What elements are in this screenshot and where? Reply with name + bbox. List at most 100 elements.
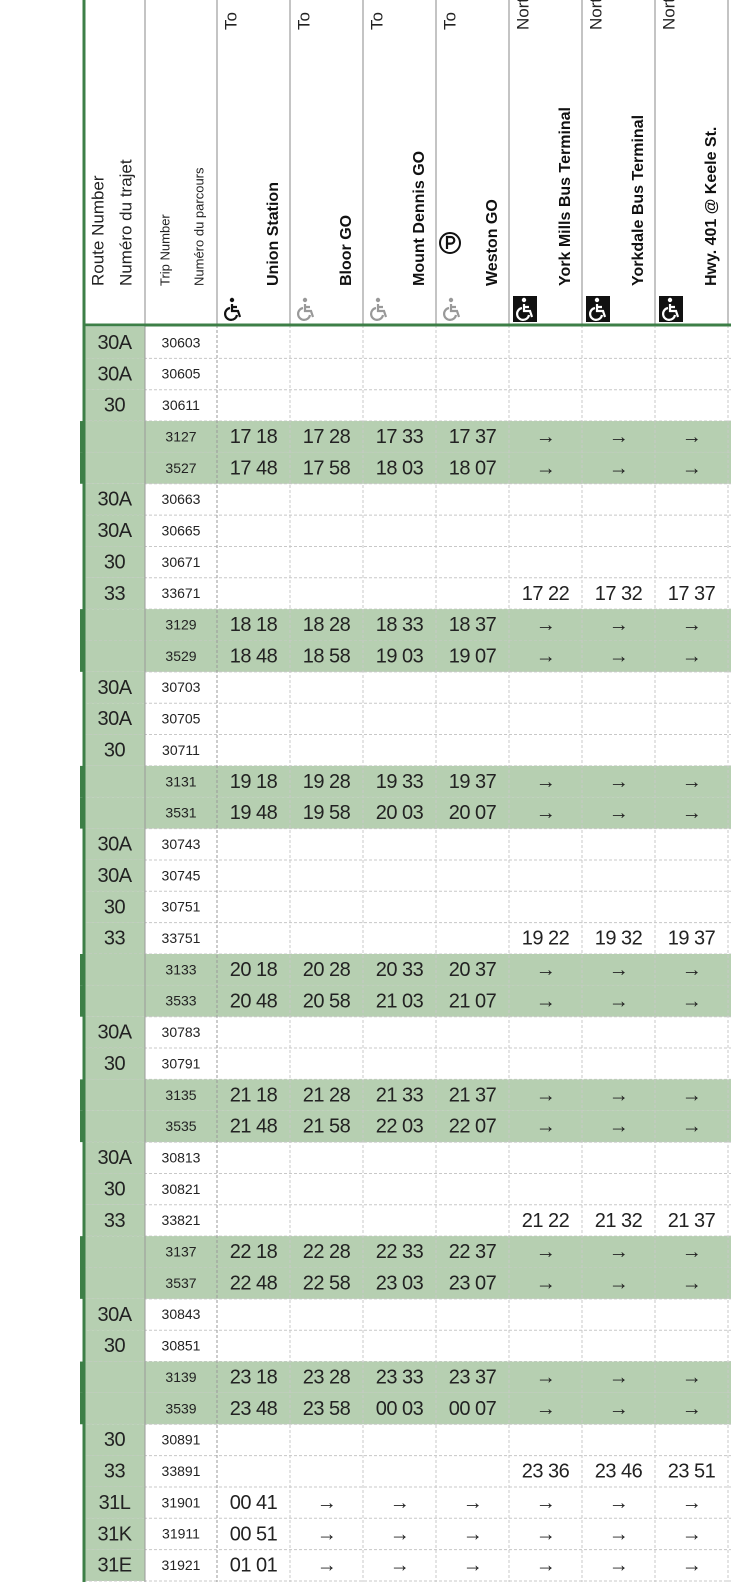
icon-body [297,304,315,321]
route-number: 30A [97,1147,132,1169]
time: → [536,771,556,793]
icon-head [594,297,600,303]
time: 18 48 [230,645,278,667]
time: → [682,1084,702,1106]
parking-icon [439,232,461,254]
trip-label: Trip Number [157,214,172,286]
time: → [682,771,702,793]
time: → [317,1523,337,1545]
time: 21 32 [595,1210,643,1232]
time: → [536,990,556,1012]
time: 19 58 [303,802,351,824]
shaded-row [84,609,731,641]
route-cell [84,1298,145,1331]
time: → [609,1367,629,1389]
time: 20 07 [449,802,497,824]
accessible-icon [297,297,315,321]
time: 19 18 [230,771,278,793]
trip-number: 30605 [162,366,201,382]
time: 18 03 [376,457,424,479]
time: → [536,1398,556,1420]
route-number: 33 [104,1461,126,1483]
trip-number: 31911 [162,1526,200,1542]
trip-number: 33821 [162,1212,201,1228]
time: → [317,1492,337,1514]
time: 21 03 [376,990,424,1012]
time: → [682,645,702,667]
time: 21 28 [303,1084,351,1106]
stop-direction: North [513,0,532,30]
row-marker [80,640,84,672]
row-marker [80,1110,84,1143]
time: 20 58 [303,990,351,1012]
trip-number: 30821 [162,1181,201,1197]
time: → [609,1272,629,1294]
trip-number: 30783 [162,1024,201,1040]
time: → [682,1492,702,1514]
time: → [536,1523,556,1545]
route-number: 31E [97,1555,131,1577]
time: → [682,1523,702,1545]
time: 22 37 [449,1241,497,1263]
icon-head [448,297,454,303]
time: 22 48 [230,1272,278,1294]
row-marker [80,797,84,829]
time: → [682,1555,702,1577]
shaded-row [84,1267,731,1299]
trip-number: 3127 [165,428,196,444]
time: 19 03 [376,645,424,667]
time: 00 51 [230,1523,278,1545]
trip-number: 3137 [165,1244,196,1260]
shaded-row [84,797,731,829]
row-marker [80,1079,84,1111]
icon-body [224,304,242,321]
stop-direction: To [294,12,313,30]
trip-number: 30843 [162,1306,201,1322]
trip-number: 3131 [165,773,196,789]
time: → [682,990,702,1012]
time: → [536,1492,556,1514]
icon-head [229,297,235,303]
shaded-row [84,1236,731,1268]
time: → [536,457,556,479]
trip-number: 30743 [162,836,201,852]
time: 23 37 [449,1367,497,1389]
route-number: 30A [97,489,132,511]
trip-number: 3537 [165,1275,196,1291]
time: 23 28 [303,1367,351,1389]
icon-head [667,297,673,303]
time: 21 48 [230,1116,278,1138]
time: 17 22 [522,583,570,605]
time: → [682,959,702,981]
time: → [463,1523,483,1545]
time: → [609,614,629,636]
time: 17 28 [303,426,351,448]
trip-number: 3539 [165,1400,196,1416]
trip-number: 33891 [162,1463,201,1479]
route-cell [84,515,145,547]
time: → [682,614,702,636]
trip-number: 3527 [165,460,196,476]
time: → [609,426,629,448]
route-cell [84,1518,145,1550]
route-number: 31K [97,1523,132,1545]
route-cell [84,1016,145,1049]
time: 23 18 [230,1367,278,1389]
route-cell [84,1204,145,1237]
route-number: 30 [104,395,126,417]
row-marker [80,1267,84,1299]
route-cell [84,859,145,892]
stop-direction: To [221,12,240,30]
trip-number: 3135 [165,1087,196,1103]
time: → [536,645,556,667]
time: → [609,1523,629,1545]
time: 20 28 [303,959,351,981]
shaded-row [84,640,731,672]
row-marker [80,1361,84,1393]
time: 01 01 [230,1555,278,1577]
trip-number: 3535 [165,1118,196,1134]
trip-number: 31901 [162,1494,201,1510]
time: 21 18 [230,1084,278,1106]
trip-number: 30851 [162,1338,201,1354]
icon-body [443,304,461,321]
